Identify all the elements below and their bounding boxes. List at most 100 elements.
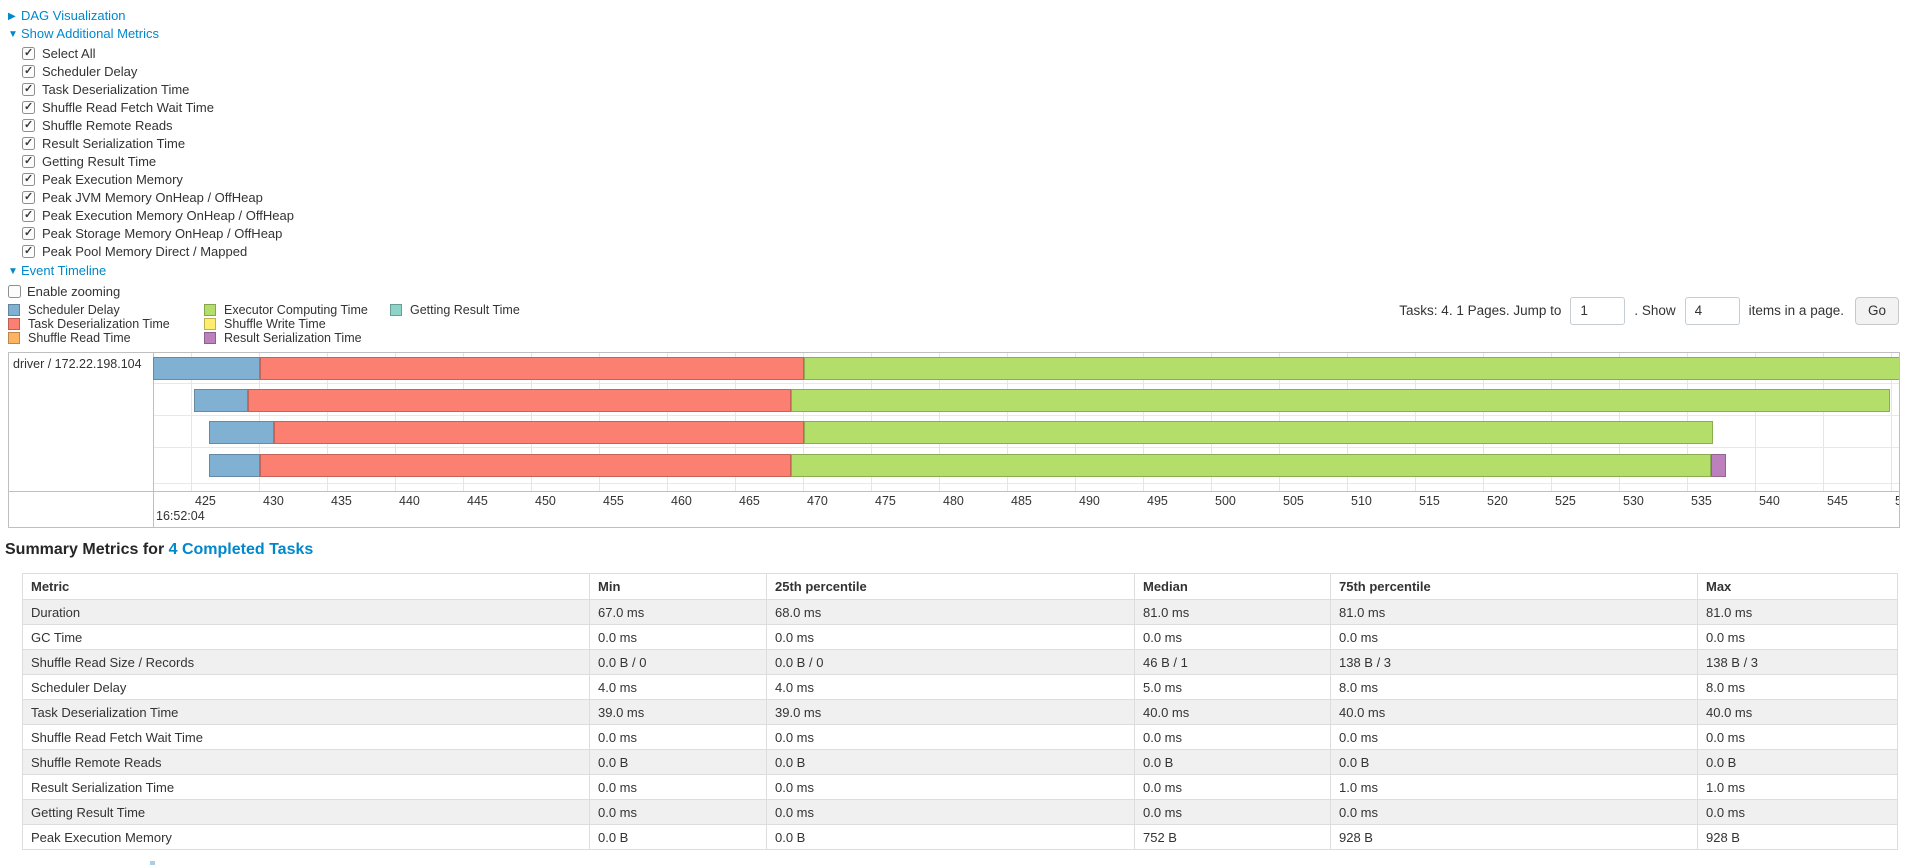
legend-swatch-getting-result: [390, 304, 402, 316]
task-bar-segment-scheduler-delay[interactable]: [208, 421, 274, 444]
event-timeline-toggle[interactable]: ▼ Event Timeline: [8, 263, 294, 279]
table-cell: 1.0 ms: [1330, 774, 1698, 800]
jump-to-page-input[interactable]: [1570, 296, 1626, 325]
table-cell: 40.0 ms: [1134, 699, 1331, 725]
table-cell: 928 B: [1697, 824, 1898, 850]
table-cell: 81.0 ms: [1134, 599, 1331, 625]
metric-checkbox[interactable]: [22, 82, 35, 96]
metric-checkbox[interactable]: [22, 190, 35, 204]
table-cell: 0.0 ms: [1330, 724, 1698, 750]
axis-tick-label: 455: [603, 494, 624, 508]
task-bar-segment-executor-computing[interactable]: [804, 357, 1899, 380]
legend-label: Result Serialization Time: [224, 331, 362, 345]
task-bar-segment-task-deserialization[interactable]: [248, 389, 791, 412]
table-cell: 0.0 B / 0: [589, 649, 767, 675]
chevron-down-icon: ▼: [8, 266, 18, 277]
go-button[interactable]: Go: [1854, 296, 1899, 325]
enable-zooming-checkbox[interactable]: [8, 284, 21, 298]
table-header-row: Metric Min 25th percentile Median 75th perce…: [22, 573, 1898, 600]
legend-label: Task Deserialization Time: [28, 317, 170, 331]
metric-checkbox[interactable]: [22, 64, 35, 78]
metric-checkbox-row: Getting Result Time: [8, 152, 294, 170]
table-cell: 0.0 B: [766, 824, 1135, 850]
pagination-show-text: . Show: [1634, 303, 1676, 318]
task-bar-segment-task-deserialization[interactable]: [273, 421, 805, 444]
chevron-right-icon: ▶: [8, 11, 16, 22]
legend-swatch-task-deserialization: [8, 318, 20, 330]
axis-tick-label: 535: [1691, 494, 1712, 508]
metric-checkbox[interactable]: [22, 118, 35, 132]
timeline-row-separator: [154, 415, 1899, 416]
legend-item: Executor Computing Time: [204, 303, 390, 317]
table-cell: 0.0 B: [589, 824, 767, 850]
metric-checkbox-row: Peak Execution Memory OnHeap / OffHeap: [8, 206, 294, 224]
table-cell: Task Deserialization Time: [22, 699, 590, 725]
table-cell: 0.0 ms: [589, 724, 767, 750]
table-cell: 8.0 ms: [1697, 674, 1898, 700]
table-row: Getting Result Time 0.0 ms 0.0 ms 0.0 ms 0.0…: [22, 799, 1898, 825]
axis-tick-label: 450: [535, 494, 556, 508]
metric-checkbox[interactable]: [22, 226, 35, 240]
task-bar-segment-task-deserialization[interactable]: [260, 357, 805, 380]
legend-label: Shuffle Write Time: [224, 317, 326, 331]
table-cell: 0.0 ms: [1697, 799, 1898, 825]
metric-checkbox[interactable]: [22, 46, 35, 60]
clipped-content-fragment: [150, 861, 155, 865]
items-per-page-input[interactable]: [1684, 296, 1740, 325]
metric-checkbox[interactable]: [22, 136, 35, 150]
metric-checkbox-row: Task Deserialization Time: [8, 80, 294, 98]
legend-label: Getting Result Time: [410, 303, 520, 317]
task-bar-segment-executor-computing[interactable]: [790, 454, 1712, 477]
axis-tick-label: 470: [807, 494, 828, 508]
table-header-cell: Median: [1134, 573, 1331, 600]
pagination-items-text: items in a page.: [1748, 303, 1844, 318]
legend-column: Scheduler Delay Task Deserialization Time…: [8, 303, 204, 345]
axis-tick-label: 430: [263, 494, 284, 508]
show-additional-metrics-toggle[interactable]: ▼ Show Additional Metrics: [8, 26, 294, 42]
table-cell: 0.0 ms: [1134, 724, 1331, 750]
task-bar-segment-scheduler-delay[interactable]: [152, 357, 261, 380]
enable-zooming-label: Enable zooming: [27, 283, 121, 299]
completed-tasks-link[interactable]: 4 Completed Tasks: [168, 541, 314, 558]
metric-checkbox-label: Peak JVM Memory OnHeap / OffHeap: [42, 189, 263, 205]
metric-checkbox[interactable]: [22, 154, 35, 168]
task-bar-segment-executor-computing[interactable]: [790, 389, 1890, 412]
task-bar-segment-scheduler-delay[interactable]: [208, 454, 261, 477]
legend-item: Shuffle Read Time: [8, 331, 204, 345]
legend-swatch-shuffle-write: [204, 318, 216, 330]
table-cell: 81.0 ms: [1697, 599, 1898, 625]
axis-tick-label: 520: [1487, 494, 1508, 508]
metric-checkbox-label: Task Deserialization Time: [42, 81, 190, 97]
table-cell: 0.0 ms: [766, 624, 1135, 650]
table-row: Shuffle Read Size / Records 0.0 B / 0 0.0 …: [22, 649, 1898, 675]
metric-checkbox-label: Scheduler Delay: [42, 63, 138, 79]
legend-swatch-executor-computing: [204, 304, 216, 316]
metric-checkbox-row: Peak Execution Memory: [8, 170, 294, 188]
table-cell: 1.0 ms: [1697, 774, 1898, 800]
table-cell: 0.0 ms: [1134, 774, 1331, 800]
metric-checkbox[interactable]: [22, 100, 35, 114]
task-bar-segment-executor-computing[interactable]: [804, 421, 1713, 444]
metric-checkbox[interactable]: [22, 208, 35, 222]
legend-item: Result Serialization Time: [204, 331, 390, 345]
event-timeline-link[interactable]: Event Timeline: [21, 263, 107, 278]
dag-visualization-toggle[interactable]: ▶ DAG Visualization: [8, 8, 294, 24]
table-cell: 0.0 ms: [1330, 799, 1698, 825]
axis-gridline: [1823, 353, 1824, 491]
show-additional-metrics-link[interactable]: Show Additional Metrics: [21, 26, 160, 41]
axis-tick-label: 490: [1079, 494, 1100, 508]
task-bar-segment-task-deserialization[interactable]: [260, 454, 791, 477]
metric-checkbox[interactable]: [22, 244, 35, 258]
table-cell: 67.0 ms: [589, 599, 767, 625]
stage-controls: ▶ DAG Visualization ▼ Show Additional Metr…: [8, 8, 294, 299]
task-bar-segment-scheduler-delay[interactable]: [193, 389, 249, 412]
timeline-row-separator: [154, 383, 1899, 384]
dag-visualization-link[interactable]: DAG Visualization: [21, 8, 126, 23]
table-cell: 40.0 ms: [1697, 699, 1898, 725]
task-bar-segment-result-serialization[interactable]: [1711, 454, 1727, 477]
metric-checkbox[interactable]: [22, 172, 35, 186]
axis-gridline: [1891, 353, 1892, 491]
legend-column: Executor Computing Time Shuffle Write Tim…: [204, 303, 390, 345]
metric-checkbox-label: Getting Result Time: [42, 153, 157, 169]
axis-tick-label: 440: [399, 494, 420, 508]
